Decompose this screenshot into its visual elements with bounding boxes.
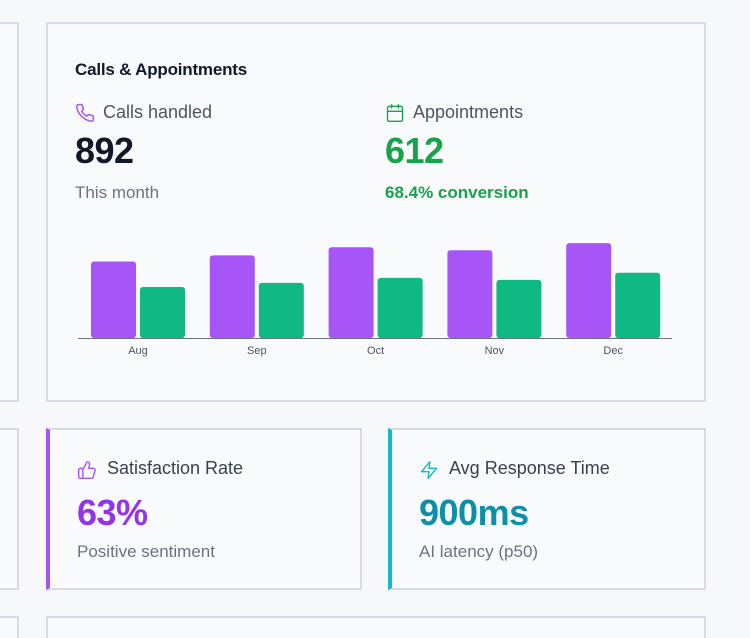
bar-appointments-oct — [377, 277, 423, 338]
x-tick-label-dec: Dec — [603, 345, 623, 357]
avg-response-time-card: Avg Response Time 900ms AI latency (p50) — [388, 428, 706, 590]
bar-appointments-nov — [496, 279, 542, 338]
bar-calls-oct — [328, 247, 374, 338]
satisfaction-sub: Positive sentiment — [77, 542, 215, 561]
partial-card-bottom — [46, 616, 706, 638]
calls-handled-value: 892 — [75, 130, 134, 171]
partial-card-left-top — [0, 22, 19, 402]
x-tick-label-nov: Nov — [485, 345, 505, 357]
thumbs-up-icon — [77, 459, 97, 479]
bar-calls-nov — [447, 250, 493, 338]
monthly-bar-chart: Aug Sep Oct Nov Dec — [78, 243, 672, 357]
calls-handled-sub: This month — [75, 183, 160, 202]
x-tick-label-oct: Oct — [367, 345, 384, 357]
partial-card-left-middle — [0, 428, 19, 590]
bar-appointments-dec — [615, 272, 661, 338]
response-time-value: 900ms — [419, 492, 529, 533]
bar-calls-aug — [91, 261, 136, 338]
partial-card-left-bottom — [0, 616, 19, 638]
bar-appointments-sep — [258, 282, 304, 338]
calls-appointments-card: Calls & Appointments Calls handled 892 T… — [46, 22, 706, 402]
lightning-icon — [419, 459, 439, 479]
appointments-conversion: 68.4% conversion — [385, 183, 529, 202]
x-tick-label-sep: Sep — [247, 345, 267, 357]
bar-calls-dec — [566, 243, 612, 338]
appointments-label: Appointments — [413, 102, 524, 122]
bar-appointments-aug — [140, 287, 185, 338]
card-title: Calls & Appointments — [75, 60, 247, 79]
x-tick-label-aug: Aug — [128, 345, 148, 357]
calendar-icon — [385, 103, 405, 123]
phone-icon — [75, 103, 95, 123]
response-time-label: Avg Response Time — [449, 458, 610, 478]
calls-handled-label: Calls handled — [103, 102, 213, 122]
appointments-metric: Appointments 612 68.4% conversion — [385, 102, 529, 203]
bar-calls-sep — [209, 255, 255, 338]
satisfaction-rate-card: Satisfaction Rate 63% Positive sentiment — [46, 428, 362, 590]
response-time-sub: AI latency (p50) — [419, 542, 539, 561]
appointments-value: 612 — [385, 130, 444, 171]
satisfaction-label: Satisfaction Rate — [107, 458, 244, 478]
satisfaction-value: 63% — [77, 492, 148, 533]
calls-handled-metric: Calls handled 892 This month — [75, 102, 212, 203]
